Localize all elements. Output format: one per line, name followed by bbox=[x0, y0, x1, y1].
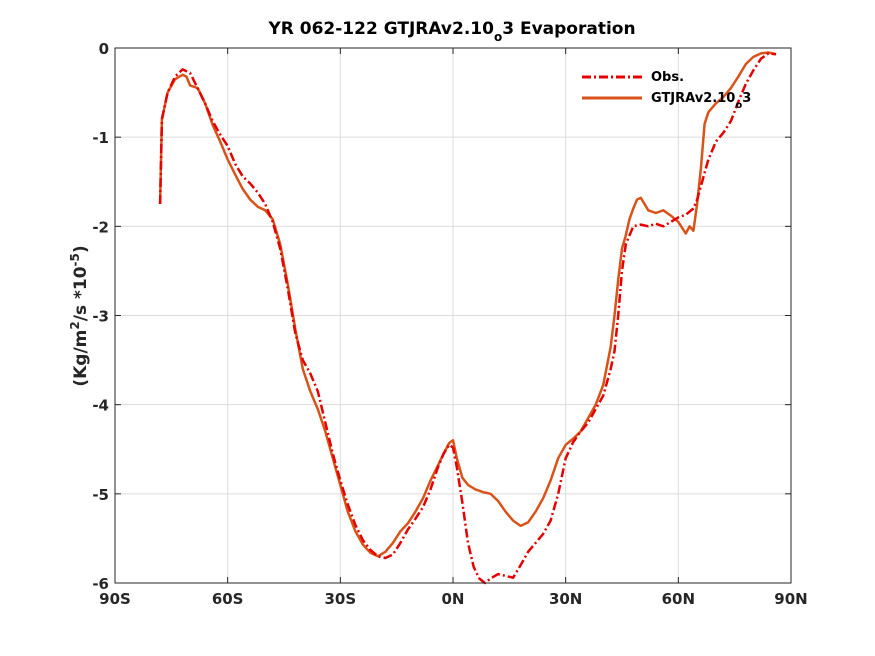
x-tick-label: 30N bbox=[549, 590, 582, 608]
y-tick-label: -5 bbox=[92, 486, 109, 504]
legend-label-gtjra-subscript: o bbox=[735, 100, 742, 111]
chart-title-tail: 3 Evaporation bbox=[502, 19, 635, 39]
x-tick-label: 60S bbox=[212, 590, 244, 608]
plot-frame bbox=[114, 47, 792, 584]
y-tick-label: -4 bbox=[92, 397, 109, 415]
y-tick-label: -3 bbox=[92, 308, 109, 326]
chart-title-subscript: o bbox=[494, 30, 502, 44]
x-tick-label: 90S bbox=[99, 590, 131, 608]
legend-label-gtjra: GTJRAv2.10o3 bbox=[651, 91, 751, 111]
series-layer bbox=[158, 51, 777, 585]
y-axis-label: (Kg/m2/s *10-5) bbox=[68, 245, 91, 386]
chart-title-main: YR 062-122 GTJRAv2.10 bbox=[267, 19, 494, 39]
series-line-gtjra bbox=[158, 51, 777, 558]
y-tick-label: -6 bbox=[92, 575, 109, 593]
legend-label-gtjra-main: GTJRAv2.10 bbox=[651, 91, 735, 106]
y-tick-label: -1 bbox=[92, 129, 109, 147]
x-tick-label: 0N bbox=[442, 590, 465, 608]
grid-lines bbox=[114, 47, 792, 584]
y-axis-label-sup2: -5 bbox=[68, 253, 82, 266]
y-tick-label: -2 bbox=[92, 218, 109, 236]
legend-label-gtjra-tail: 3 bbox=[742, 91, 751, 106]
legend-label-obs: Obs. bbox=[651, 70, 684, 85]
x-tick-label: 60N bbox=[662, 590, 695, 608]
y-axis-label-main: (Kg/m bbox=[71, 330, 91, 387]
axes-frame bbox=[114, 47, 792, 584]
tick-labels: 90S 60S 30S 0N 30N 60N 90N 0 -1 -2 -3 -4 -5 -6 bbox=[92, 40, 807, 608]
y-tick-label: 0 bbox=[99, 40, 109, 58]
x-tick-label: 30S bbox=[324, 590, 356, 608]
y-axis-label-mid: /s *10 bbox=[71, 266, 91, 321]
x-tick-label: 90N bbox=[774, 590, 807, 608]
series-line-obs bbox=[158, 52, 777, 585]
y-axis-label-sup1: 2 bbox=[68, 321, 82, 329]
y-axis-label-end: ) bbox=[71, 245, 91, 253]
legend: Obs. GTJRAv2.10o3 bbox=[582, 70, 751, 111]
chart-title: YR 062-122 GTJRAv2.10o3 Evaporation bbox=[267, 19, 635, 44]
